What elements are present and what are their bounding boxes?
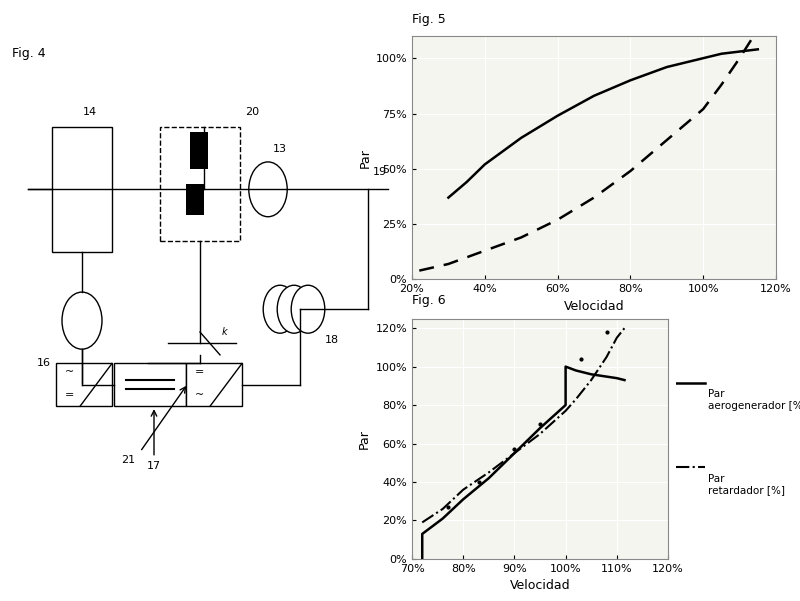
- Bar: [56, 364, 112, 406]
- Circle shape: [291, 285, 325, 333]
- Text: 13: 13: [273, 144, 287, 154]
- Bar: [186, 364, 242, 406]
- Bar: [52, 126, 112, 252]
- Text: 14: 14: [83, 107, 97, 117]
- Bar: [160, 126, 240, 240]
- Text: ~: ~: [66, 367, 74, 377]
- Bar: [190, 132, 208, 169]
- Text: 17: 17: [147, 461, 161, 471]
- Y-axis label: Par: Par: [358, 148, 371, 168]
- Text: Fig. 6: Fig. 6: [412, 293, 446, 307]
- Text: 18: 18: [325, 335, 339, 346]
- X-axis label: Velocidad: Velocidad: [564, 300, 624, 313]
- Text: 21: 21: [121, 456, 135, 465]
- Text: Par
retardador [%]: Par retardador [%]: [709, 474, 786, 495]
- Bar: [114, 364, 186, 406]
- Circle shape: [62, 292, 102, 349]
- Text: Fig. 4: Fig. 4: [12, 46, 46, 59]
- Y-axis label: Par: Par: [358, 429, 371, 449]
- Text: =: =: [66, 389, 74, 400]
- Text: 19: 19: [373, 167, 387, 177]
- Circle shape: [249, 162, 287, 217]
- Text: 20: 20: [245, 107, 259, 117]
- Text: k: k: [222, 327, 228, 337]
- Text: Par
aerogenerador [%]: Par aerogenerador [%]: [709, 389, 800, 411]
- Circle shape: [277, 285, 310, 333]
- Text: ~: ~: [195, 389, 205, 400]
- Bar: [186, 184, 204, 215]
- X-axis label: Velocidad: Velocidad: [510, 579, 570, 593]
- Circle shape: [263, 285, 297, 333]
- Text: 16: 16: [37, 358, 51, 368]
- Text: =: =: [195, 367, 205, 377]
- Text: Fig. 5: Fig. 5: [412, 13, 446, 26]
